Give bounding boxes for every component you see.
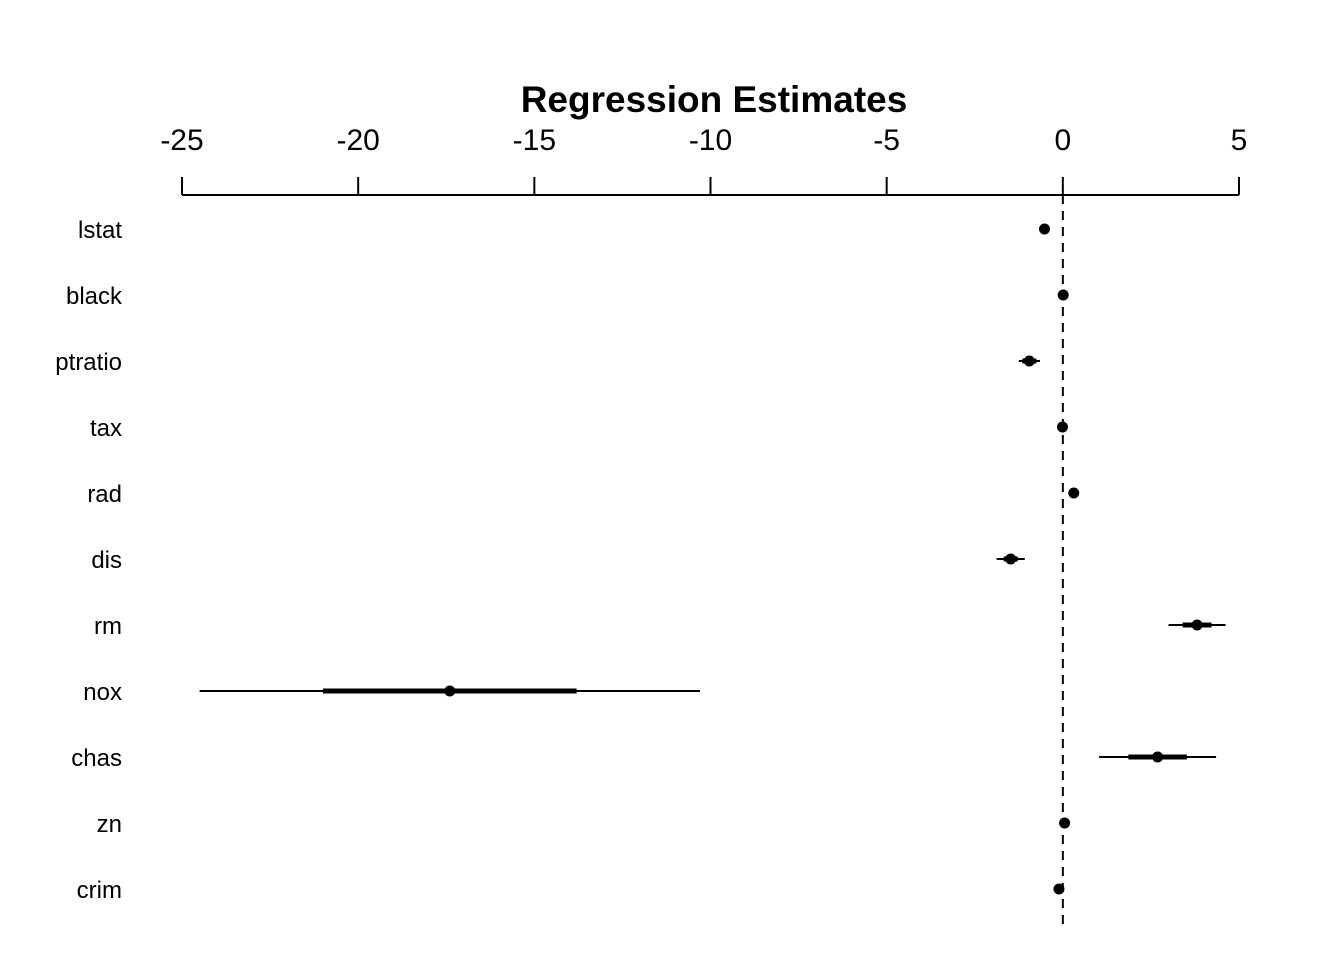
coefficient-row-chas: chas [71, 745, 1217, 772]
chart-title: Regression Estimates [521, 79, 908, 120]
coefficient-row-lstat: lstat [78, 217, 1051, 244]
x-tick-label: 0 [1054, 124, 1071, 157]
coefficient-label: tax [90, 415, 122, 442]
coefficient-label: rad [87, 481, 122, 508]
point-estimate [1057, 289, 1069, 301]
point-estimate [1053, 883, 1065, 895]
coefficient-label: ptratio [55, 349, 122, 376]
coefficient-row-dis: dis [91, 547, 1025, 574]
coefficient-label: zn [97, 811, 122, 838]
point-estimate [1039, 223, 1051, 235]
coefficient-row-ptratio: ptratio [55, 349, 1040, 376]
coefficient-label: crim [77, 877, 122, 904]
point-estimate [1023, 355, 1035, 367]
coefficient-row-black: black [66, 283, 1069, 310]
coefficient-label: chas [71, 745, 122, 772]
x-tick-label: -5 [873, 124, 900, 157]
coefficient-row-crim: crim [77, 877, 1065, 904]
x-tick-label: -10 [689, 124, 732, 157]
x-tick-label: -20 [336, 124, 379, 157]
coefficient-row-tax: tax [90, 415, 1068, 442]
coefficient-label: lstat [78, 217, 122, 244]
coefficient-label: dis [91, 547, 122, 574]
point-estimate [1191, 619, 1203, 631]
x-tick-label: 5 [1231, 124, 1248, 157]
point-estimate [1056, 421, 1068, 433]
point-estimate [1152, 751, 1164, 763]
point-estimate [444, 685, 456, 697]
coefficient-row-rm: rm [94, 613, 1226, 640]
coefficient-label: nox [83, 679, 122, 706]
coefficient-row-zn: zn [97, 811, 1071, 838]
point-estimate [1005, 553, 1017, 565]
coefficient-row-rad: rad [87, 481, 1080, 508]
coefficient-label: black [66, 283, 123, 310]
point-estimate [1068, 487, 1080, 499]
x-tick-label: -15 [513, 124, 556, 157]
x-axis: -25 -20 -15 -10 -5 0 5 [160, 124, 1248, 196]
coefficient-label: rm [94, 613, 122, 640]
coefficient-row-nox: nox [83, 679, 700, 706]
x-tick-label: -25 [160, 124, 203, 157]
point-estimate [1059, 817, 1071, 829]
coefficient-rows: lstat black ptratio tax rad dis rm nox chas zn cri… [55, 217, 1226, 904]
